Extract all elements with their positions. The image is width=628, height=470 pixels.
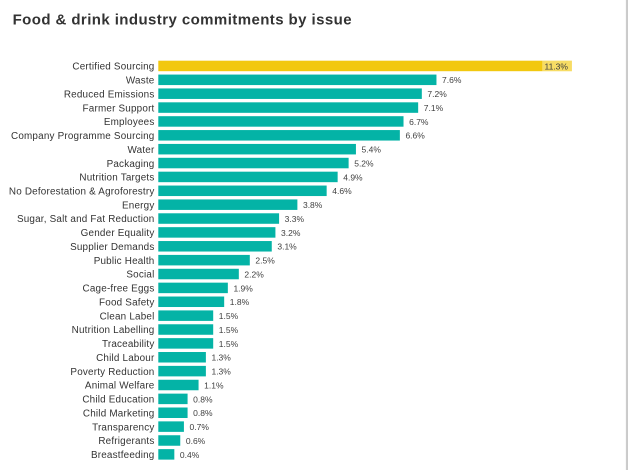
svg-text:Certified Sourcing: Certified Sourcing [72,62,154,73]
svg-text:0.6%: 0.6% [186,436,206,446]
svg-text:No Deforestation & Agroforestr: No Deforestation & Agroforestry [9,187,155,198]
svg-text:Refrigerants: Refrigerants [98,436,154,447]
svg-text:1.3%: 1.3% [211,353,231,363]
svg-text:Child Education: Child Education [82,395,154,406]
svg-text:Animal Welfare: Animal Welfare [85,381,155,392]
svg-text:Energy: Energy [122,200,155,211]
svg-text:2.2%: 2.2% [244,269,264,279]
svg-text:1.5%: 1.5% [219,325,239,335]
svg-text:Cage-free Eggs: Cage-free Eggs [83,284,155,295]
svg-text:7.6%: 7.6% [442,75,462,85]
svg-text:Social: Social [126,270,154,281]
svg-text:Breastfeeding: Breastfeeding [91,450,155,461]
svg-text:Public Health: Public Health [94,256,155,267]
svg-text:4.9%: 4.9% [343,172,363,182]
svg-text:3.3%: 3.3% [285,214,305,224]
svg-text:1.5%: 1.5% [219,311,239,321]
svg-text:4.6%: 4.6% [332,186,352,196]
svg-text:Traceability: Traceability [102,339,155,350]
svg-text:Employees: Employees [104,117,155,128]
svg-text:6.6%: 6.6% [405,131,425,141]
svg-text:0.8%: 0.8% [193,408,213,418]
svg-text:7.2%: 7.2% [427,89,447,99]
svg-text:0.7%: 0.7% [190,422,210,432]
svg-text:7.1%: 7.1% [424,103,444,113]
svg-text:Nutrition Targets: Nutrition Targets [79,173,154,184]
svg-text:Waste: Waste [126,76,155,87]
svg-text:Supplier Demands: Supplier Demands [70,242,154,253]
svg-text:Transparency: Transparency [92,422,154,433]
svg-text:6.7%: 6.7% [409,117,429,127]
svg-text:3.2%: 3.2% [281,228,301,238]
svg-text:Food & drink industry commitme: Food & drink industry commitments by iss… [13,12,352,29]
svg-text:3.8%: 3.8% [303,200,323,210]
svg-text:Water: Water [128,145,155,156]
svg-text:11.3%: 11.3% [544,61,568,71]
svg-text:0.4%: 0.4% [180,450,200,460]
svg-text:Gender Equality: Gender Equality [81,228,155,239]
svg-text:5.4%: 5.4% [362,145,382,155]
svg-text:1.3%: 1.3% [211,367,231,377]
svg-text:5.2%: 5.2% [354,158,374,168]
svg-text:Child Marketing: Child Marketing [83,408,155,419]
svg-text:1.8%: 1.8% [230,297,250,307]
svg-text:Packaging: Packaging [107,159,155,170]
svg-text:1.5%: 1.5% [219,339,239,349]
svg-text:0.8%: 0.8% [193,394,213,404]
svg-text:1.1%: 1.1% [204,380,224,390]
svg-text:1.9%: 1.9% [233,283,253,293]
svg-text:2.5%: 2.5% [255,256,275,266]
svg-text:Company Programme Sourcing: Company Programme Sourcing [11,131,155,142]
svg-text:Farmer Support: Farmer Support [83,103,155,114]
svg-text:Nutrition Labelling: Nutrition Labelling [72,325,155,336]
svg-text:3.1%: 3.1% [277,242,297,252]
svg-text:Child Labour: Child Labour [96,353,155,364]
svg-text:Reduced Emissions: Reduced Emissions [64,89,155,100]
svg-text:Sugar, Salt and Fat Reduction: Sugar, Salt and Fat Reduction [17,214,155,225]
svg-text:Clean Label: Clean Label [100,311,155,322]
svg-text:Food Safety: Food Safety [99,297,154,308]
svg-text:Poverty Reduction: Poverty Reduction [70,367,154,378]
